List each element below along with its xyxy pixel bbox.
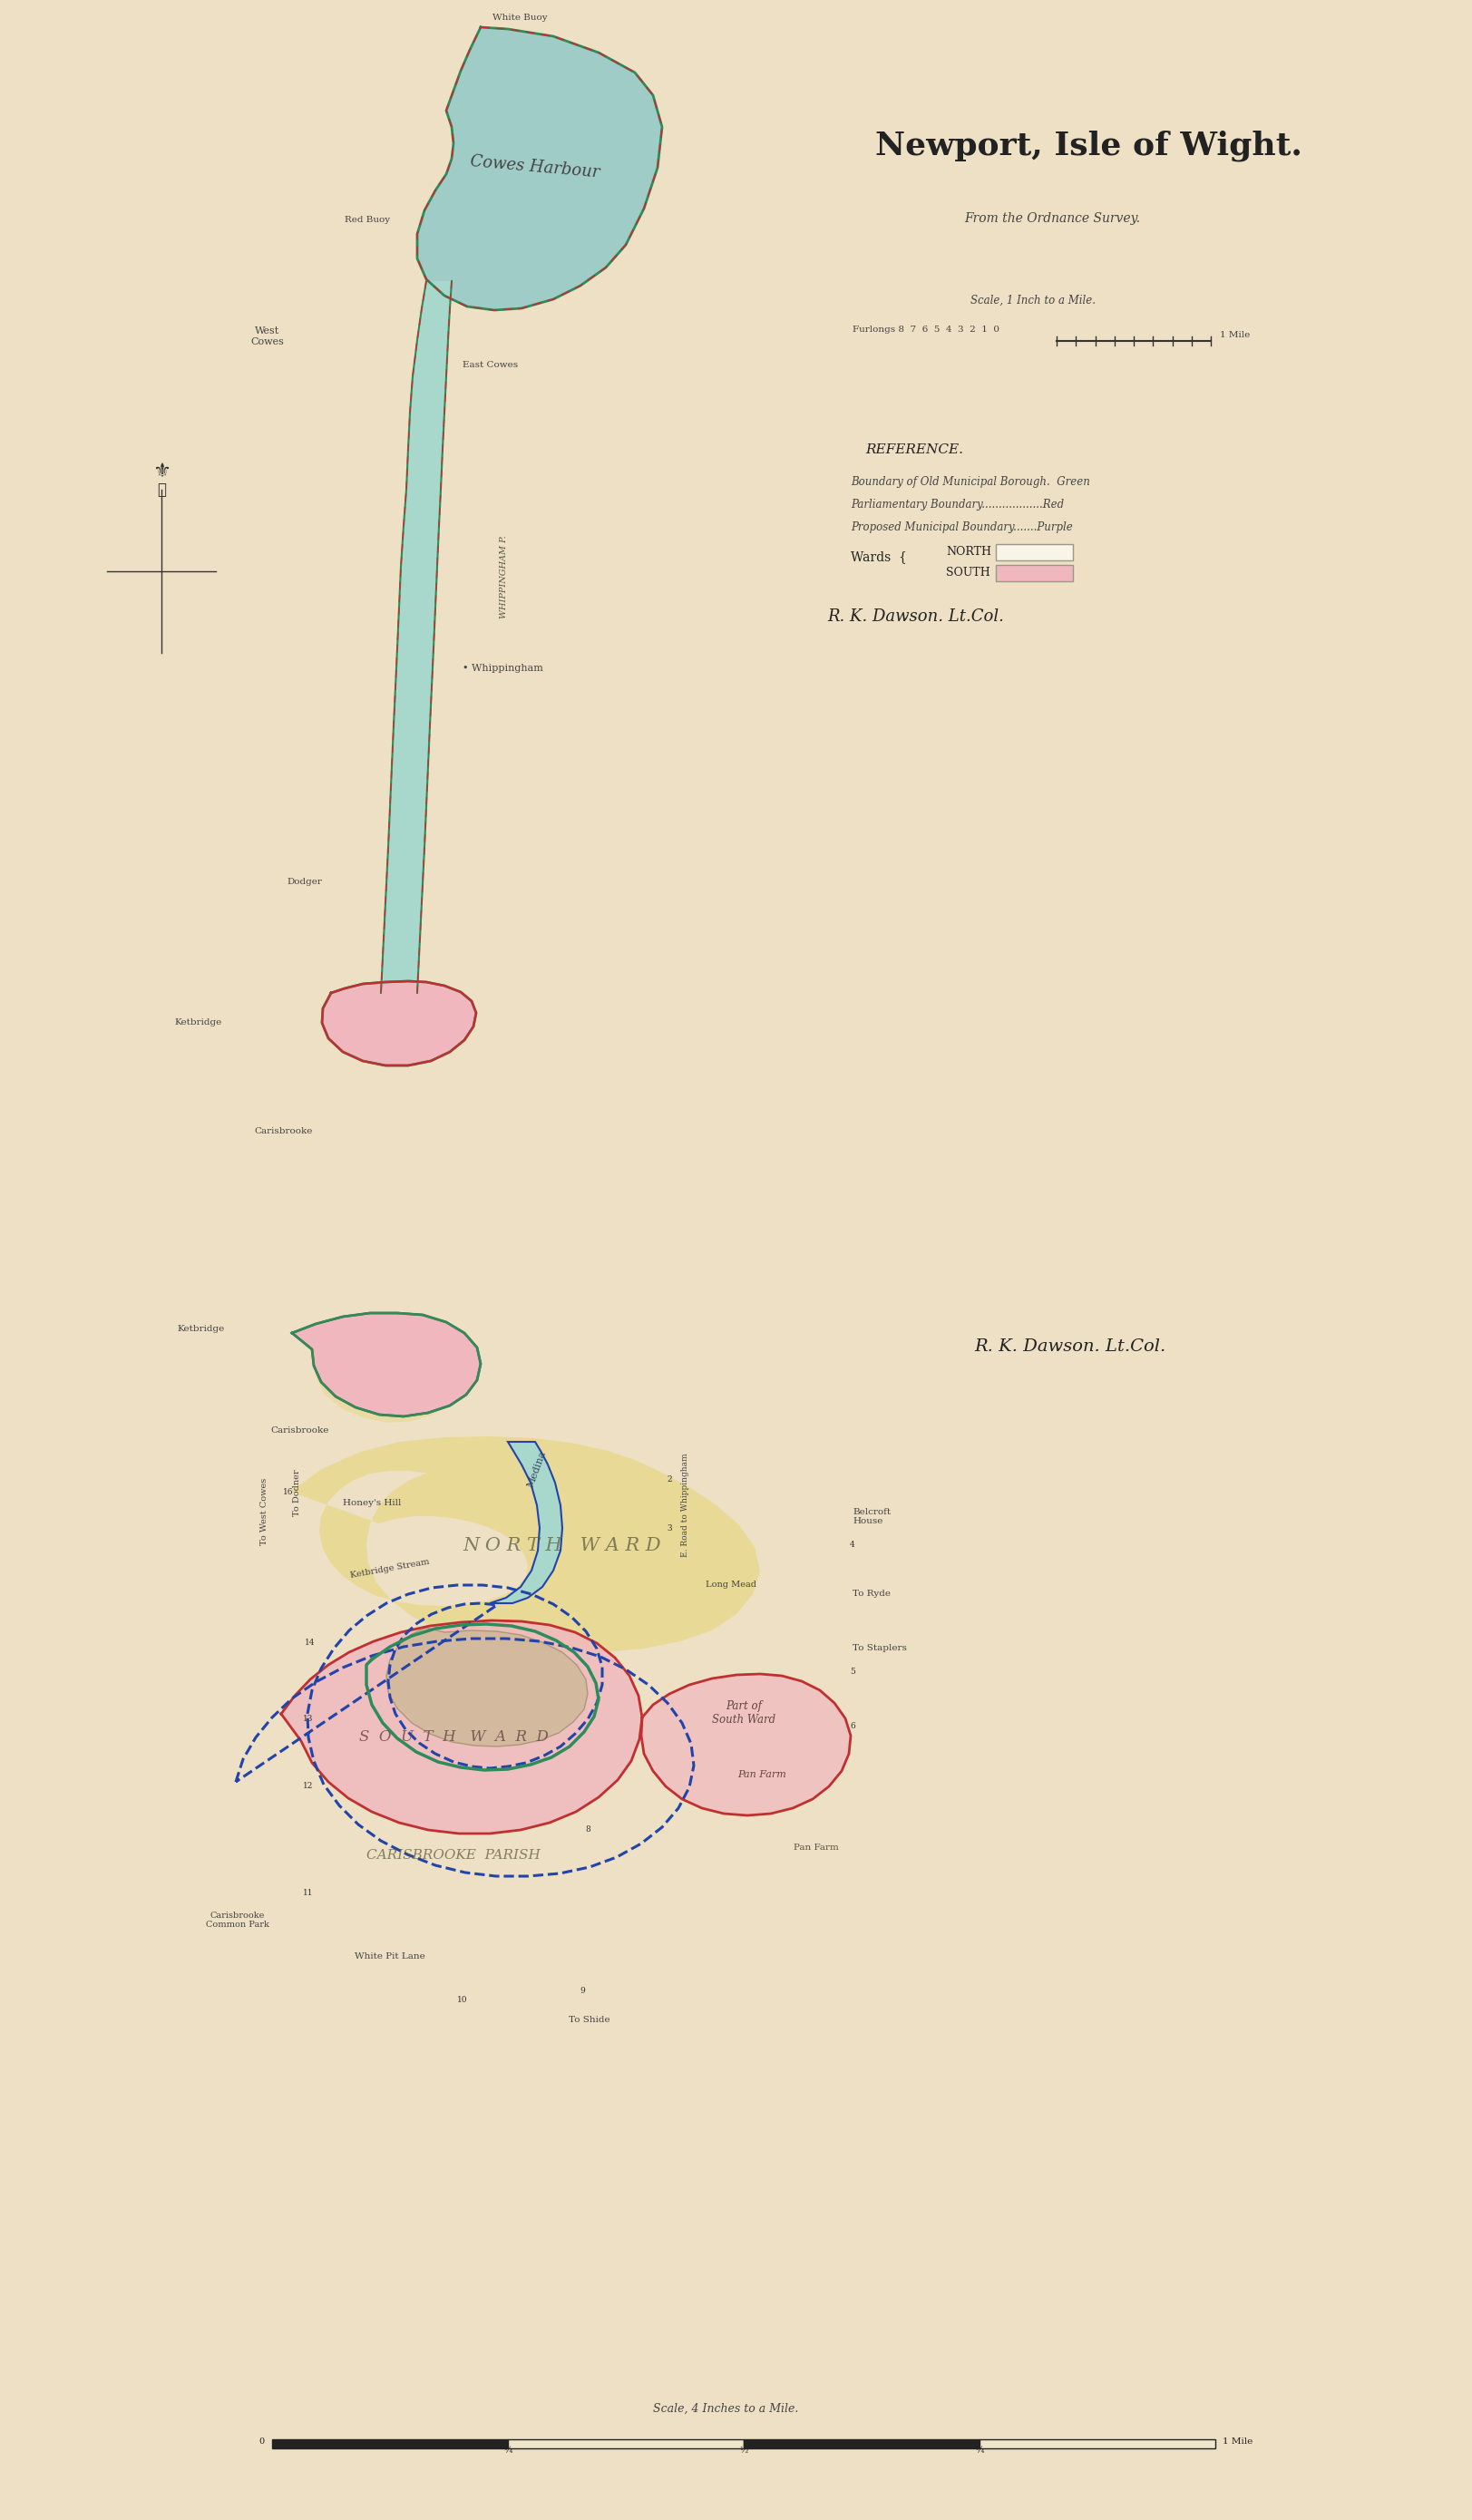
Text: • Whippingham: • Whippingham: [462, 663, 543, 673]
Text: ½: ½: [739, 2447, 748, 2454]
Text: Ketbridge Stream: Ketbridge Stream: [349, 1557, 430, 1580]
Text: Pan Farm: Pan Farm: [793, 1845, 839, 1852]
Text: 4: 4: [849, 1540, 855, 1550]
Bar: [997, 564, 1073, 582]
Text: From the Ordnance Survey.: From the Ordnance Survey.: [964, 212, 1139, 224]
Text: R. K. Dawson. Lt.Col.: R. K. Dawson. Lt.Col.: [827, 607, 1004, 625]
Text: To West Cowes: To West Cowes: [261, 1479, 269, 1545]
Text: Belcroft
House: Belcroft House: [852, 1507, 891, 1525]
Polygon shape: [386, 1628, 587, 1746]
Bar: [272, 2439, 508, 2449]
Bar: [997, 544, 1073, 559]
Text: Scale, 4 Inches to a Mile.: Scale, 4 Inches to a Mile.: [654, 2404, 798, 2414]
Text: Long Mead: Long Mead: [705, 1580, 757, 1588]
Text: R. K. Dawson. Lt.Col.: R. K. Dawson. Lt.Col.: [974, 1338, 1166, 1356]
Text: Parliamentary Boundary..................Red: Parliamentary Boundary..................…: [851, 499, 1064, 512]
Text: West
Cowes: West Cowes: [250, 328, 284, 345]
Text: 6: 6: [849, 1721, 855, 1731]
Polygon shape: [642, 1673, 851, 1814]
Text: 0: 0: [259, 2437, 265, 2444]
Text: Part of
South Ward: Part of South Ward: [712, 1701, 776, 1726]
Text: E. Road to Whippingham: E. Road to Whippingham: [682, 1452, 690, 1557]
Text: Pan Farm: Pan Farm: [737, 1769, 786, 1779]
Text: To Dodner: To Dodner: [293, 1469, 302, 1517]
Text: Red Buoy: Red Buoy: [344, 217, 390, 224]
Polygon shape: [322, 980, 475, 1066]
Text: 1 Mile: 1 Mile: [1223, 2437, 1253, 2444]
Text: N O R T H   W A R D: N O R T H W A R D: [464, 1537, 661, 1555]
Text: Dodger: Dodger: [287, 877, 322, 887]
Text: Carisbrooke: Carisbrooke: [255, 1126, 312, 1137]
Text: Proposed Municipal Boundary.......Purple: Proposed Municipal Boundary.......Purple: [851, 522, 1073, 534]
Polygon shape: [314, 1313, 467, 1424]
Text: Newport, Isle of Wight.: Newport, Isle of Wight.: [874, 129, 1301, 161]
Text: 5: 5: [849, 1668, 855, 1676]
Text: Carisbrooke
Common Park: Carisbrooke Common Park: [206, 1910, 269, 1928]
Text: NORTH: NORTH: [946, 547, 991, 557]
Text: CARISBROOKE  PARISH: CARISBROOKE PARISH: [367, 1850, 540, 1862]
Text: 10: 10: [458, 1996, 468, 2003]
Text: East Cowes: East Cowes: [462, 360, 518, 368]
Polygon shape: [381, 282, 452, 993]
Bar: [508, 2439, 743, 2449]
Text: 16: 16: [283, 1489, 293, 1497]
Text: ¼: ¼: [503, 2447, 512, 2454]
Text: To Ryde: To Ryde: [852, 1590, 891, 1598]
Polygon shape: [290, 1436, 760, 1653]
Polygon shape: [291, 1313, 481, 1416]
Text: To Staplers: To Staplers: [852, 1643, 907, 1653]
Text: White Buoy: White Buoy: [493, 13, 548, 23]
Polygon shape: [417, 28, 662, 310]
Bar: [743, 2439, 979, 2449]
Bar: [979, 2439, 1216, 2449]
Text: 1 Mile: 1 Mile: [1220, 330, 1250, 340]
Text: ¾: ¾: [976, 2447, 983, 2454]
Text: 2: 2: [667, 1474, 671, 1484]
Text: SOUTH: SOUTH: [946, 567, 991, 580]
Text: Medina: Medina: [526, 1449, 548, 1489]
Text: Furlongs 8  7  6  5  4  3  2  1  0: Furlongs 8 7 6 5 4 3 2 1 0: [852, 325, 999, 333]
Text: ✿: ✿: [158, 481, 166, 496]
Text: Boundary of Old Municipal Borough.  Green: Boundary of Old Municipal Borough. Green: [851, 476, 1091, 489]
Polygon shape: [490, 1441, 562, 1603]
Text: REFERENCE.: REFERENCE.: [866, 444, 963, 456]
Text: Carisbrooke: Carisbrooke: [271, 1426, 328, 1434]
Text: 3: 3: [667, 1525, 671, 1532]
Polygon shape: [281, 1620, 642, 1835]
Text: 11: 11: [303, 1890, 314, 1898]
Text: WHIPPINGHAM P.: WHIPPINGHAM P.: [499, 534, 508, 617]
Text: 13: 13: [303, 1714, 314, 1724]
Text: ⚜: ⚜: [153, 464, 171, 481]
Text: S  O  U  T  H   W  A  R  D: S O U T H W A R D: [359, 1729, 548, 1744]
Text: 12: 12: [303, 1782, 314, 1789]
Text: Honey's Hill: Honey's Hill: [343, 1499, 402, 1507]
Text: To Shide: To Shide: [568, 2016, 611, 2024]
Text: 9: 9: [580, 1986, 584, 1996]
Text: Ketbridge: Ketbridge: [178, 1326, 225, 1333]
Text: 8: 8: [584, 1824, 590, 1835]
Text: Wards  {: Wards {: [851, 549, 907, 562]
Text: Scale, 1 Inch to a Mile.: Scale, 1 Inch to a Mile.: [970, 295, 1095, 307]
Text: Cowes Harbour: Cowes Harbour: [470, 154, 601, 181]
Text: Ketbridge: Ketbridge: [175, 1018, 222, 1026]
Text: 14: 14: [305, 1638, 315, 1646]
Text: White Pit Lane: White Pit Lane: [355, 1953, 425, 1961]
